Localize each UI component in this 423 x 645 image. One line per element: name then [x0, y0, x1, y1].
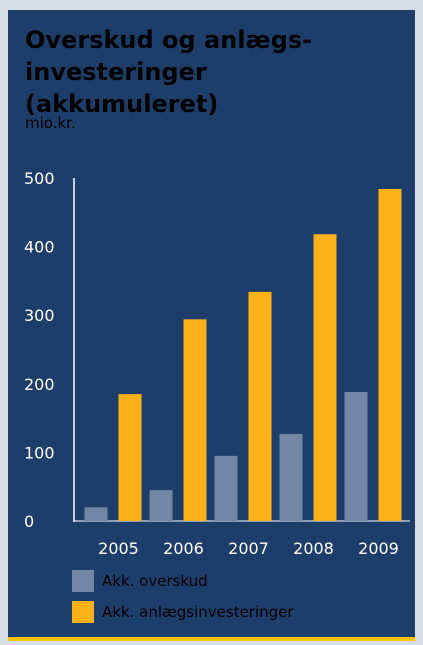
bar-akk-anl-gsinvesteringer-2009 — [378, 188, 402, 521]
x-tick-label: 2009 — [358, 539, 399, 558]
legend-label-anlaeg: Akk. anlægsinvesteringer — [102, 603, 294, 621]
x-tick-label: 2008 — [293, 539, 334, 558]
y-tick-label: 0 — [24, 512, 34, 531]
chart-title-line-2: investeringer (akkumuleret) — [25, 58, 219, 118]
legend: Akk. overskud Akk. anlægsinvesteringer — [72, 570, 294, 632]
bar-akk-anl-gsinvesteringer-2007 — [248, 291, 272, 521]
legend-swatch-overskud — [72, 570, 94, 592]
y-tick-label: 300 — [24, 306, 55, 325]
legend-item-overskud: Akk. overskud — [72, 570, 294, 592]
bar-akk-overskud-2008 — [279, 433, 303, 521]
y-tick-label: 500 — [24, 169, 55, 188]
legend-swatch-anlaeg — [72, 601, 94, 623]
x-tick-label: 2006 — [163, 539, 204, 558]
bar-akk-anl-gsinvesteringer-2008 — [313, 234, 337, 521]
y-tick-label: 400 — [24, 238, 55, 257]
chart-title-line-1: Overskud og anlægs- — [25, 26, 313, 54]
bar-akk-anl-gsinvesteringer-2005 — [118, 394, 142, 521]
chart-title: Overskud og anlægs- investeringer (akkum… — [25, 24, 400, 120]
unit-label: mio.kr. — [25, 114, 76, 132]
bar-akk-overskud-2006 — [149, 490, 173, 521]
bar-akk-overskud-2009 — [344, 392, 368, 521]
bar-akk-anl-gsinvesteringer-2006 — [183, 319, 207, 521]
chart-panel — [8, 10, 415, 637]
x-tick-label: 2007 — [228, 539, 269, 558]
bar-akk-overskud-2005 — [84, 507, 108, 521]
legend-label-overskud: Akk. overskud — [102, 572, 208, 590]
y-tick-label: 100 — [24, 443, 55, 462]
y-tick-label: 200 — [24, 375, 55, 394]
bar-akk-overskud-2007 — [214, 455, 238, 521]
legend-item-anlaeg: Akk. anlægsinvesteringer — [72, 601, 294, 623]
bottom-accent-strip — [8, 637, 415, 641]
x-tick-label: 2005 — [98, 539, 139, 558]
